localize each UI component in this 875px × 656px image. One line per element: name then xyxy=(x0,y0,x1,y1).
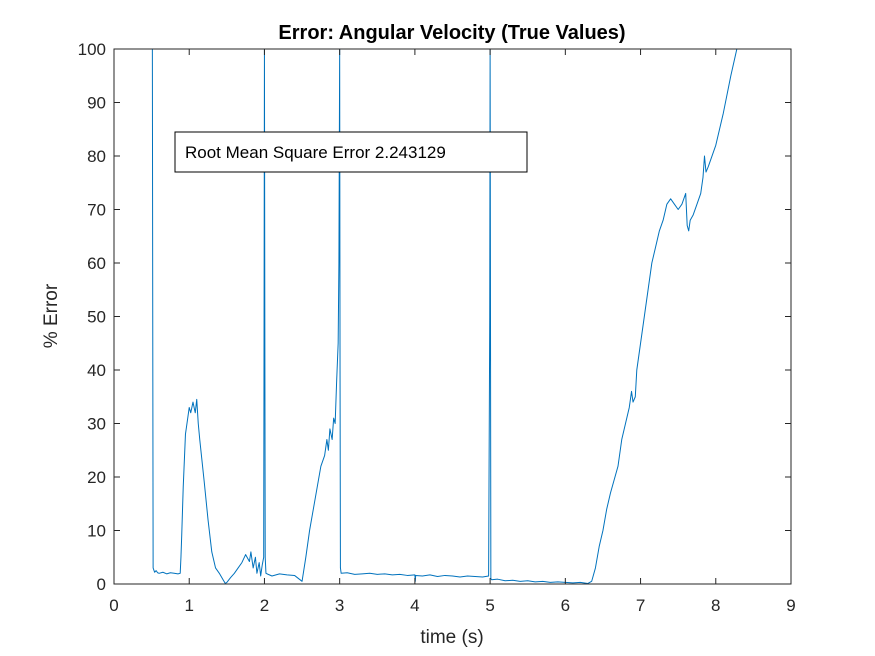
x-tick-label: 6 xyxy=(561,596,570,615)
annotation-text: Root Mean Square Error 2.243129 xyxy=(185,143,446,162)
x-tick-label: 0 xyxy=(109,596,118,615)
plot-area-background xyxy=(114,49,791,584)
x-tick-label: 3 xyxy=(335,596,344,615)
y-axis-label: % Error xyxy=(41,283,62,348)
y-tick-label: 100 xyxy=(78,40,106,59)
series-line xyxy=(151,48,738,584)
y-tick-label: 40 xyxy=(87,361,106,380)
y-tick-label: 20 xyxy=(87,468,106,487)
annotation-frame xyxy=(174,131,528,173)
x-tick-label: 2 xyxy=(260,596,269,615)
data-layer xyxy=(151,48,738,584)
x-axis-label: time (s) xyxy=(420,627,483,648)
axes-box xyxy=(113,48,792,585)
x-tick-label: 8 xyxy=(711,596,720,615)
x-tick-label: 7 xyxy=(636,596,645,615)
y-tick-label: 10 xyxy=(87,522,106,541)
x-tick-label: 5 xyxy=(485,596,494,615)
y-tick-label: 30 xyxy=(87,415,106,434)
y-tick-label: 50 xyxy=(87,308,106,327)
x-tick-label: 9 xyxy=(786,596,795,615)
x-tick-label: 4 xyxy=(410,596,419,615)
annotation-box: Root Mean Square Error 2.243129 xyxy=(174,131,528,173)
y-tick-label: 80 xyxy=(87,147,106,166)
y-tick-label: 0 xyxy=(97,575,106,594)
y-tick-label: 70 xyxy=(87,201,106,220)
y-tick-label: 60 xyxy=(87,254,106,273)
y-tick-label: 90 xyxy=(87,94,106,113)
x-tick-label: 1 xyxy=(184,596,193,615)
chart-title: Error: Angular Velocity (True Values) xyxy=(278,22,625,44)
